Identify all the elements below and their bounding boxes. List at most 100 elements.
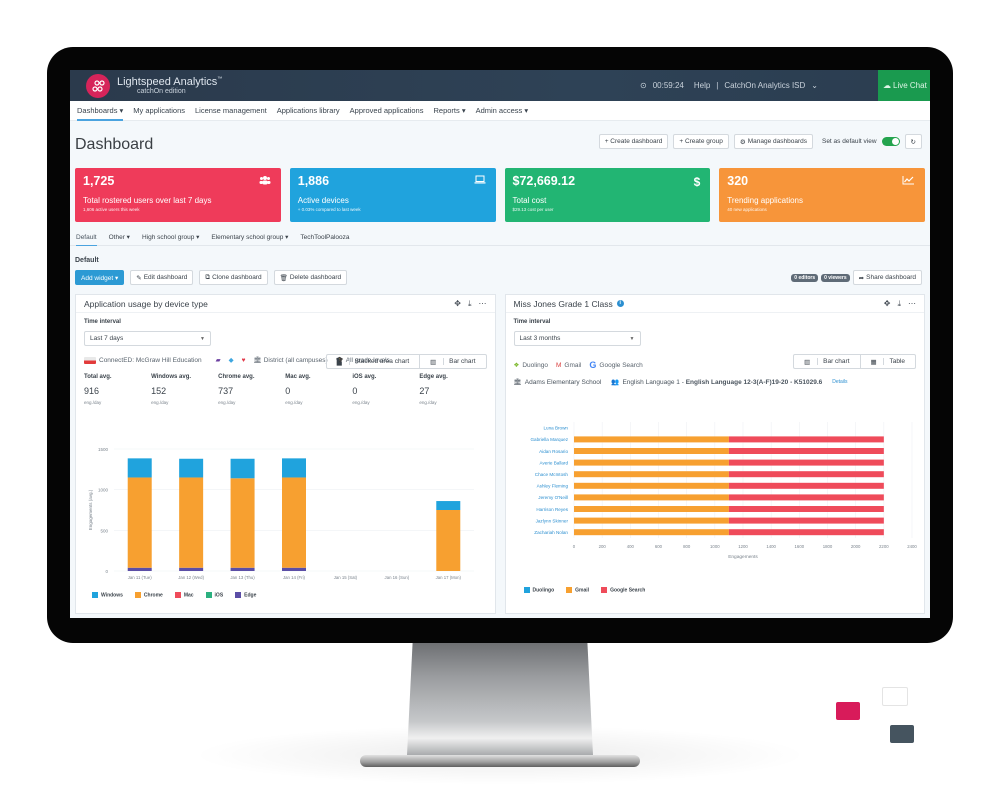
stat-label: Windows avg. xyxy=(151,374,192,380)
bar-chart-label: Bar chart xyxy=(817,358,854,365)
kpi-cards: 1,725 Total rostered users over last 7 d… xyxy=(70,168,930,222)
tab-other[interactable]: Other ▾ xyxy=(108,233,130,241)
editors-badge: 0 editors xyxy=(791,273,819,282)
nav-my-applications[interactable]: My applications xyxy=(133,105,185,115)
kpi-card-total-cost[interactable]: $72,669.12 Total cost $29.13 cost per us… xyxy=(504,168,711,222)
legend-item[interactable]: Mac xyxy=(174,592,194,598)
kpi-sub: 1,606 active users this week xyxy=(83,207,140,212)
decor-square-white xyxy=(882,687,908,706)
create-dashboard-button[interactable]: + Create dashboard xyxy=(598,134,669,149)
help-link[interactable]: Help xyxy=(693,81,711,90)
stat-value: 27 xyxy=(419,386,430,396)
legend-item[interactable]: Windows xyxy=(92,592,123,598)
nav-dashboards[interactable]: Dashboards ▾ xyxy=(77,101,124,121)
svg-text:1000: 1000 xyxy=(98,488,109,493)
legend-item[interactable]: Google Search xyxy=(601,587,645,593)
kpi-value: 1,725 xyxy=(83,174,115,188)
stat-label: Mac avg. xyxy=(285,374,311,380)
download-icon[interactable]: ⤓ xyxy=(897,299,901,308)
building-icon: 🏛 xyxy=(253,357,262,364)
legend-item[interactable]: Chrome xyxy=(134,592,163,598)
nav-license-management[interactable]: License management xyxy=(195,105,267,115)
stat-mac: Mac avg. 0 eng./day xyxy=(285,374,352,405)
svg-text:Jan 14 (Fri): Jan 14 (Fri) xyxy=(283,575,306,580)
legend-item[interactable]: iOS xyxy=(205,592,223,598)
scope-filter[interactable]: District (all campuses) xyxy=(263,356,328,364)
sharing-controls: 0 editors 0 viewers ➦ Share dashboard xyxy=(791,270,922,285)
legend-item[interactable]: Duolingo xyxy=(523,587,554,593)
widget-filters: ConnectED: McGraw Hill Education ▰ ◆ ♥ 🏛… xyxy=(84,356,487,364)
more-icon[interactable]: ⋯ xyxy=(908,299,916,308)
svg-text:1500: 1500 xyxy=(98,447,109,452)
bar-chart-button[interactable]: ▥ Bar chart xyxy=(419,355,485,368)
device-usage-chart-svg: 0 500 1000 1500 Engagements (avg.) Jan 11 (Tu… xyxy=(88,447,474,580)
page-title: Dashboard xyxy=(75,135,154,153)
nav-admin-access[interactable]: Admin access ▾ xyxy=(475,105,529,115)
manage-dashboards-label: Manage dashboards xyxy=(747,138,807,145)
manage-dashboards-button[interactable]: ⚙ Manage dashboards xyxy=(733,134,813,149)
move-icon[interactable]: ✥ xyxy=(454,299,461,308)
kpi-card-trending-apps[interactable]: 320 Trending applications 40 new applica… xyxy=(719,168,925,222)
refresh-button[interactable]: ↻ xyxy=(904,134,922,149)
nav-reports[interactable]: Reports ▾ xyxy=(433,105,466,115)
time-interval-select[interactable]: Last 7 days ▼ xyxy=(84,331,211,346)
kpi-card-active-devices[interactable]: 1,886 Active devices + 0.03% compared to… xyxy=(289,168,496,222)
svg-text:600: 600 xyxy=(654,544,662,549)
kpi-card-rostered-users[interactable]: 1,725 Total rostered users over last 7 d… xyxy=(75,168,281,222)
svg-text:Jan 12 (Wed): Jan 12 (Wed) xyxy=(178,575,204,580)
download-icon[interactable]: ⤓ xyxy=(467,299,472,308)
svg-text:Jan 13 (Thu): Jan 13 (Thu) xyxy=(230,575,255,580)
nav-applications-library[interactable]: Applications library xyxy=(276,105,340,115)
area-chart-icon: ▙ xyxy=(336,358,344,366)
stat-label: Edge avg. xyxy=(419,374,448,380)
svg-text:Zachariah Nolan: Zachariah Nolan xyxy=(534,530,568,535)
more-icon[interactable]: ⋯ xyxy=(478,299,487,308)
svg-text:1400: 1400 xyxy=(766,544,776,549)
details-link[interactable]: Details xyxy=(832,379,848,385)
tab-techtoolpalooza[interactable]: TechToolPalooza xyxy=(300,233,350,241)
legend-item[interactable]: Edge xyxy=(235,592,256,598)
widget-actions: ✥ ⤓ ⋯ xyxy=(454,299,486,309)
add-widget-button[interactable]: Add widget ▾ xyxy=(75,270,125,285)
table-button[interactable]: ▦ Table xyxy=(859,355,916,368)
info-icon[interactable]: i xyxy=(616,300,624,307)
svg-text:Averie Ballard: Averie Ballard xyxy=(539,460,568,465)
app-filter[interactable]: ConnectED: McGraw Hill Education xyxy=(99,356,202,364)
move-icon[interactable]: ✥ xyxy=(883,299,891,308)
tab-high-school-group[interactable]: High school group ▾ xyxy=(141,233,200,241)
stat-label: Total avg. xyxy=(84,374,112,380)
app-filters: ❖ Duolingo M Gmail G Google Search xyxy=(514,360,917,370)
create-group-button[interactable]: + Create group xyxy=(673,134,729,149)
stat-unit: eng./day xyxy=(218,400,236,405)
share-dashboard-button[interactable]: ➦ Share dashboard xyxy=(852,270,922,285)
separator: | xyxy=(716,81,719,90)
brand-name: Lightspeed Analytics xyxy=(117,75,218,88)
tab-elementary-school-group[interactable]: Elementary school group ▾ xyxy=(211,233,289,241)
top-right-menu: ⊙ 00:59:24 Help | CatchOn Analytics ISD … xyxy=(640,70,818,101)
svg-text:200: 200 xyxy=(598,544,606,549)
dashboard-toolbar: Add widget ▾ ✎ Edit dashboard ⧉ Clone dash… xyxy=(75,270,930,285)
clone-dashboard-button[interactable]: ⧉ Clone dashboard xyxy=(199,270,268,285)
lightspeed-logo-icon[interactable] xyxy=(86,73,110,98)
svg-text:Jazlynn Skinner: Jazlynn Skinner xyxy=(535,518,568,523)
grade-filter[interactable]: All grade levels xyxy=(345,356,390,364)
org-selector[interactable]: CatchOn Analytics ISD xyxy=(724,81,806,90)
edit-dashboard-button[interactable]: ✎ Edit dashboard xyxy=(130,270,194,285)
widget-header: Application usage by device type ✥ ⤓ ⋯ xyxy=(76,295,495,313)
nav-approved-applications[interactable]: Approved applications xyxy=(349,105,424,115)
bar-chart-button[interactable]: ▥ Bar chart xyxy=(794,355,859,368)
stat-windows: Windows avg. 152 eng./day xyxy=(151,374,218,405)
default-view-toggle[interactable] xyxy=(881,137,900,146)
app-gmail: Gmail xyxy=(564,361,582,369)
delete-dashboard-button[interactable]: 🗑 Delete dashboard xyxy=(273,270,348,285)
tab-default[interactable]: Default xyxy=(76,232,97,246)
legend-item[interactable]: Gmail xyxy=(566,587,589,593)
stacked-area-chart-button[interactable]: ▙ Stacked area chart xyxy=(327,355,419,368)
live-chat-button[interactable]: ☁ Live Chat xyxy=(878,70,930,101)
stat-label: Chrome avg. xyxy=(218,374,255,380)
chevron-down-icon[interactable]: ⌄ xyxy=(811,81,818,90)
top-bar: Lightspeed Analytics™ catchOn edition ⊙ … xyxy=(70,70,930,101)
gears-icon: ⚙ xyxy=(739,138,746,146)
time-interval-value: Last 7 days xyxy=(90,335,124,342)
time-interval-select[interactable]: Last 3 months ▼ xyxy=(513,331,641,346)
